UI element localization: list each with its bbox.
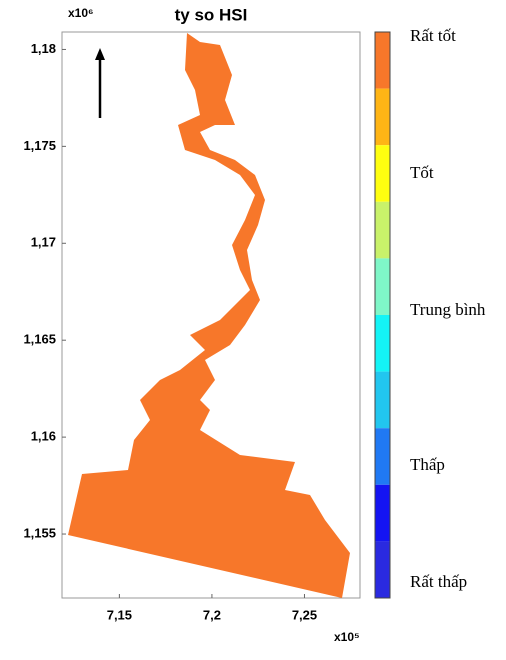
colorbar-band <box>375 541 390 598</box>
x-tick-label: 7,15 <box>107 607 132 622</box>
colorbar-band <box>375 32 390 89</box>
colorbar-label: Trung bình <box>410 300 486 319</box>
colorbar-band <box>375 428 390 485</box>
y-tick-label: 1,175 <box>23 138 56 153</box>
colorbar-band <box>375 484 390 542</box>
colorbar-band <box>375 315 390 372</box>
y-tick-label: 1,18 <box>31 41 56 56</box>
colorbar-band <box>375 258 390 315</box>
x-tick-label: 7,25 <box>292 607 317 622</box>
y-exponent: x10⁶ <box>68 6 94 20</box>
colorbar-band <box>375 371 390 429</box>
y-tick-label: 1,165 <box>23 332 56 347</box>
colorbar-label: Tốt <box>410 163 434 182</box>
x-tick-label: 7,2 <box>203 607 221 622</box>
north-arrow <box>95 48 105 118</box>
colorbar-label: Thấp <box>410 455 445 474</box>
colorbar-frame <box>374 31 391 599</box>
colorbar-band <box>375 88 390 146</box>
colorbar-label: Rất thấp <box>410 572 467 591</box>
y-tick-label: 1,155 <box>23 525 56 540</box>
y-tick-label: 1,16 <box>31 429 56 444</box>
colorbar-band <box>375 201 390 259</box>
y-tick-label: 1,17 <box>31 235 56 250</box>
colorbar-band <box>375 145 390 202</box>
x-exponent: x10⁵ <box>334 630 360 644</box>
chart-title: ty so HSI <box>175 5 248 24</box>
colorbar-label: Rất tốt <box>410 26 456 45</box>
hsi-region <box>68 33 350 598</box>
